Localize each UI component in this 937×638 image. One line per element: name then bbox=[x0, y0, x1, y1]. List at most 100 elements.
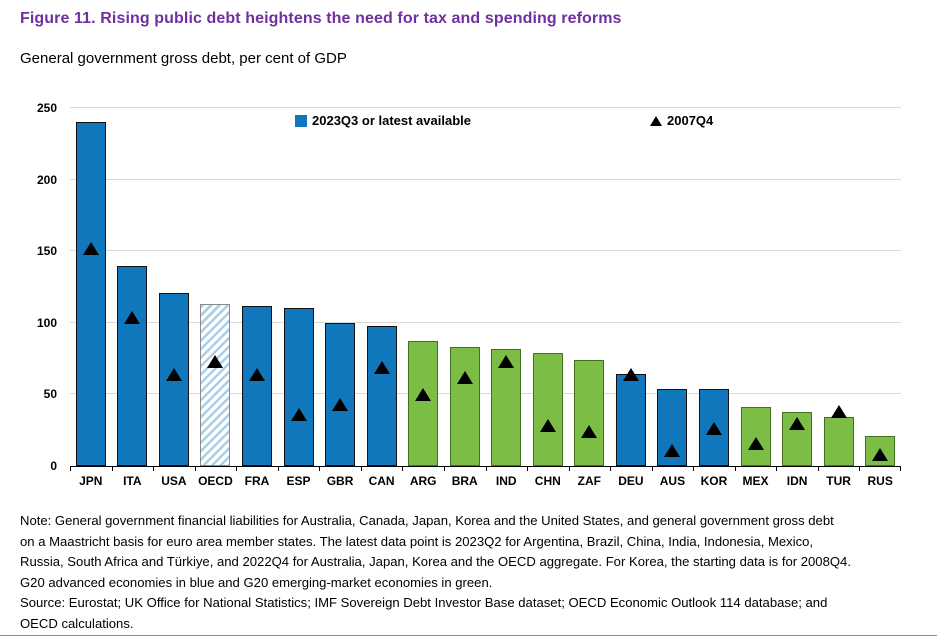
category-slot-chn bbox=[527, 108, 569, 466]
x-axis-tick bbox=[277, 467, 279, 471]
x-axis-tick bbox=[153, 467, 155, 471]
legend-label-2023q3: 2023Q3 or latest available bbox=[312, 113, 471, 128]
x-tick-label-usa: USA bbox=[161, 474, 187, 488]
marker-2007q4-can bbox=[373, 360, 390, 374]
chart-subtitle: General government gross debt, per cent … bbox=[20, 50, 347, 67]
category-slot-bra bbox=[444, 108, 486, 466]
gridline-150 bbox=[70, 250, 901, 252]
figure-title: Figure 11. Rising public debt heightens … bbox=[20, 10, 622, 27]
legend-label-2007q4: 2007Q4 bbox=[667, 113, 714, 128]
y-tick-label-200: 200 bbox=[36, 172, 57, 187]
x-tick-label-jpn: JPN bbox=[79, 474, 103, 488]
marker-2007q4-deu bbox=[622, 367, 639, 381]
y-tick-label-100: 100 bbox=[36, 315, 57, 330]
bar-chn bbox=[532, 352, 563, 466]
gridline-200 bbox=[70, 178, 901, 180]
category-slot-ita bbox=[112, 108, 154, 466]
marker-2007q4-aus bbox=[664, 443, 681, 457]
bar-arg bbox=[408, 341, 439, 466]
marker-2007q4-mex bbox=[747, 436, 764, 450]
x-tick-label-can: CAN bbox=[368, 474, 395, 488]
category-slot-ind bbox=[485, 108, 527, 466]
x-tick-label-rus: RUS bbox=[867, 474, 893, 488]
marker-2007q4-idn bbox=[789, 416, 806, 430]
marker-2007q4-chn bbox=[539, 419, 556, 433]
category-slot-deu bbox=[610, 108, 652, 466]
category-slot-arg bbox=[402, 108, 444, 466]
marker-2007q4-zaf bbox=[581, 425, 598, 439]
x-axis-tick bbox=[610, 467, 612, 471]
x-axis-tick bbox=[443, 467, 445, 471]
bar-ita bbox=[117, 265, 148, 466]
gridline-100 bbox=[70, 321, 901, 323]
marker-2007q4-gbr bbox=[332, 397, 349, 411]
marker-2007q4-ind bbox=[498, 354, 515, 368]
y-tick-label-0: 0 bbox=[50, 459, 57, 473]
x-axis-tick bbox=[776, 467, 778, 471]
marker-2007q4-tur bbox=[830, 405, 847, 419]
x-axis-tick bbox=[70, 467, 71, 471]
x-tick-label-ita: ITA bbox=[123, 474, 142, 488]
x-axis-tick bbox=[900, 467, 901, 471]
legend-item-2023q3: 2023Q3 or latest available bbox=[295, 113, 471, 128]
category-slot-rus bbox=[859, 108, 901, 466]
marker-2007q4-kor bbox=[705, 422, 722, 436]
x-tick-label-gbr: GBR bbox=[326, 474, 354, 488]
x-axis-tick bbox=[817, 467, 819, 471]
category-slot-oecd bbox=[195, 108, 237, 466]
gridline-250 bbox=[70, 107, 901, 108]
x-tick-label-fra: FRA bbox=[244, 474, 270, 488]
x-tick-label-ind: IND bbox=[495, 474, 517, 488]
legend-triangle-icon bbox=[650, 115, 662, 126]
bar-tur bbox=[823, 417, 854, 466]
x-axis-labels: JPN ITA USA OECD FRA ESP GBR CAN ARG BRA IND CHN ZAF… bbox=[70, 474, 901, 488]
gridline-50 bbox=[70, 393, 901, 395]
bar-deu bbox=[615, 374, 646, 466]
x-tick-label-tur: TUR bbox=[826, 474, 851, 488]
marker-2007q4-arg bbox=[415, 387, 432, 401]
bar-bra bbox=[449, 347, 480, 466]
y-tick-label-150: 150 bbox=[36, 244, 57, 259]
marker-2007q4-usa bbox=[165, 367, 182, 381]
category-slot-zaf bbox=[569, 108, 611, 466]
x-tick-label-esp: ESP bbox=[286, 474, 311, 488]
category-slot-fra bbox=[236, 108, 278, 466]
x-tick-label-chn: CHN bbox=[534, 474, 561, 488]
x-tick-label-aus: AUS bbox=[659, 474, 686, 488]
note-line: G20 advanced economies in blue and G20 e… bbox=[20, 574, 493, 590]
note-block: Note: General government financial liabi… bbox=[20, 511, 925, 635]
x-axis-tick bbox=[485, 467, 487, 471]
x-axis-tick bbox=[651, 467, 653, 471]
y-tick-label-50: 50 bbox=[43, 387, 57, 402]
category-slot-jpn bbox=[70, 108, 112, 466]
x-tick-label-arg: ARG bbox=[409, 474, 437, 488]
source-line: Source: Eurostat; UK Office for National… bbox=[20, 595, 828, 611]
x-axis-tick bbox=[194, 467, 196, 471]
bar-fra bbox=[241, 305, 272, 466]
marker-2007q4-fra bbox=[248, 367, 265, 381]
bar-jpn bbox=[75, 122, 106, 466]
x-tick-label-mex: MEX bbox=[742, 474, 769, 488]
marker-2007q4-jpn bbox=[82, 241, 99, 255]
x-axis-tick bbox=[693, 467, 695, 471]
debt-bar-chart: 0 50 100 150 200 250 2023Q3 or latest availab… bbox=[0, 95, 937, 507]
x-tick-label-bra: BRA bbox=[451, 474, 478, 488]
category-slot-tur bbox=[818, 108, 860, 466]
bar-can bbox=[366, 325, 397, 466]
x-axis-tick bbox=[236, 467, 238, 471]
note-line: on a Maastricht basis for euro area memb… bbox=[20, 533, 814, 549]
x-axis-tick bbox=[734, 467, 736, 471]
x-axis-tick bbox=[360, 467, 362, 471]
marker-2007q4-bra bbox=[456, 370, 473, 384]
bar-gbr bbox=[325, 322, 356, 466]
source-line: OECD calculations. bbox=[20, 615, 134, 631]
legend-blue-square-icon bbox=[295, 114, 307, 127]
x-axis-tick bbox=[527, 467, 529, 471]
x-axis-tick bbox=[111, 467, 113, 471]
category-slot-idn bbox=[776, 108, 818, 466]
x-axis-tick bbox=[859, 467, 861, 471]
marker-2007q4-ita bbox=[124, 310, 141, 324]
category-slot-usa bbox=[153, 108, 195, 466]
marker-2007q4-oecd bbox=[207, 354, 224, 368]
y-axis: 0 50 100 150 200 250 bbox=[15, 101, 57, 473]
